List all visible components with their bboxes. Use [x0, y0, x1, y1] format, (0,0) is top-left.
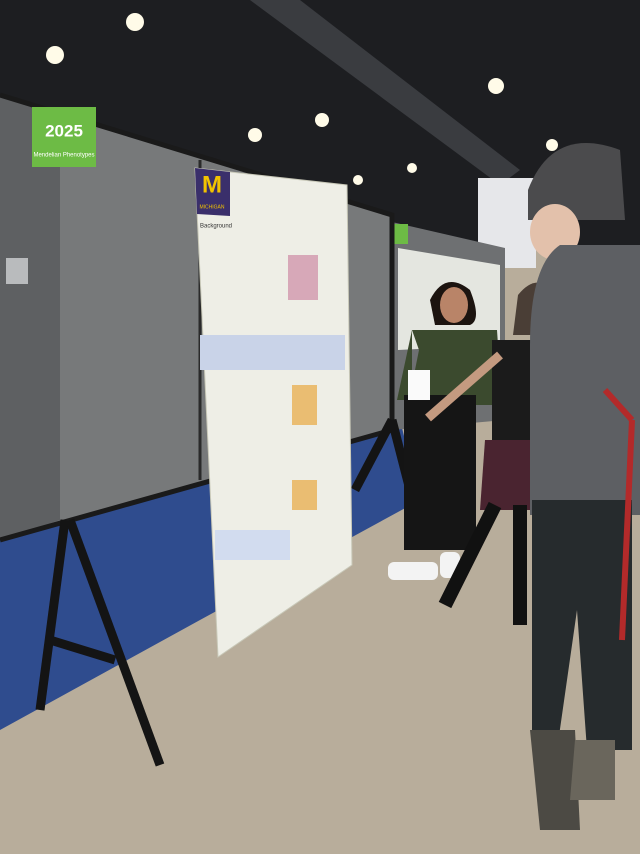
light	[46, 46, 64, 64]
poster-figure	[292, 385, 317, 425]
skirt	[480, 440, 540, 510]
arm	[425, 351, 503, 422]
leg-brace	[48, 635, 117, 665]
poster-figure	[200, 335, 345, 370]
pants	[532, 500, 632, 750]
far-sign	[394, 224, 408, 244]
bag-strap	[602, 387, 635, 423]
boot	[570, 740, 615, 800]
ceiling-lights	[46, 13, 558, 185]
light	[407, 163, 417, 173]
board-end	[0, 95, 60, 540]
poster-image	[288, 255, 318, 300]
sign-subtitle: Mendelian Phenotypes	[33, 153, 94, 159]
board-frame	[0, 92, 395, 543]
light	[546, 139, 558, 151]
pants	[404, 395, 476, 550]
sign-year: 2025	[45, 121, 83, 140]
boot	[530, 730, 580, 830]
poster-logo: M	[202, 171, 222, 198]
cup	[6, 258, 28, 284]
person-man	[528, 143, 640, 830]
badge	[408, 370, 430, 400]
person-woman-green	[388, 282, 502, 580]
poster-logo-band	[195, 168, 230, 216]
board-sign	[32, 107, 96, 167]
bag-strap	[619, 419, 635, 641]
poster-figure	[292, 480, 317, 510]
ceiling-beam	[250, 0, 520, 185]
light	[353, 175, 363, 185]
light	[126, 13, 144, 31]
poster-table	[215, 530, 290, 560]
light	[315, 113, 329, 127]
light	[248, 128, 262, 142]
poster-section: Background	[200, 224, 232, 230]
leg	[65, 518, 165, 767]
top	[492, 340, 542, 445]
head	[440, 287, 468, 323]
leg	[351, 417, 396, 493]
leg	[35, 519, 70, 711]
light	[488, 78, 504, 94]
shoe	[388, 562, 438, 580]
beanie	[528, 143, 625, 220]
poster-institution: MICHIGAN	[200, 204, 225, 210]
leg	[438, 501, 502, 609]
jacket	[530, 245, 640, 515]
